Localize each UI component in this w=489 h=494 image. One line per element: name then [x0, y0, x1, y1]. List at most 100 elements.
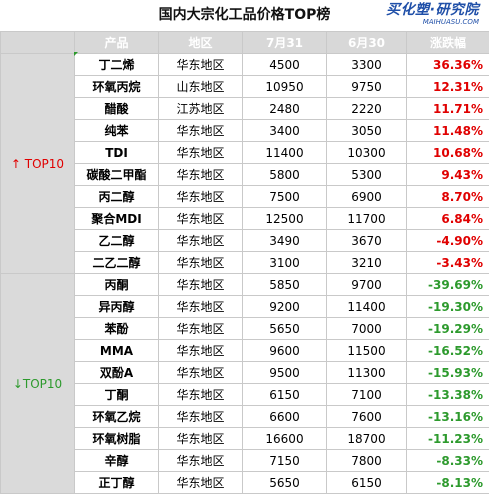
jul31-price-cell: 5850: [243, 274, 327, 296]
region-cell: 华东地区: [159, 208, 243, 230]
product-cell: 双酚A: [75, 362, 159, 384]
header-region: 地区: [159, 32, 243, 54]
product-cell: 乙二醇: [75, 230, 159, 252]
title-bar: 国内大宗化工品价格TOP榜 买化塑·研究院 MAIHUASU.COM: [0, 0, 489, 31]
group-label-text: TOP10: [21, 157, 64, 171]
region-cell: 华东地区: [159, 230, 243, 252]
change-cell: 11.48%: [407, 120, 489, 142]
change-cell: -15.93%: [407, 362, 489, 384]
change-cell: -13.16%: [407, 406, 489, 428]
jun30-price-cell: 9700: [327, 274, 407, 296]
jun30-price-cell: 6900: [327, 186, 407, 208]
jun30-price-cell: 3210: [327, 252, 407, 274]
jul31-price-cell: 5800: [243, 164, 327, 186]
change-cell: -39.69%: [407, 274, 489, 296]
region-cell: 华东地区: [159, 362, 243, 384]
jun30-price-cell: 11700: [327, 208, 407, 230]
jul31-price-cell: 4500: [243, 54, 327, 76]
header-change: 涨跌幅: [407, 32, 489, 54]
change-cell: 10.68%: [407, 142, 489, 164]
jul31-price-cell: 6150: [243, 384, 327, 406]
change-cell: -19.30%: [407, 296, 489, 318]
group-label-top10-up: ↑ TOP10: [1, 54, 75, 274]
brand-logo: 买化塑·研究院 MAIHUASU.COM: [369, 3, 479, 28]
jun30-price-cell: 3050: [327, 120, 407, 142]
region-cell: 华东地区: [159, 142, 243, 164]
header-product: 产品: [75, 32, 159, 54]
price-ranking-sheet: 国内大宗化工品价格TOP榜 买化塑·研究院 MAIHUASU.COM 产品 地区…: [0, 0, 489, 478]
change-cell: 8.70%: [407, 186, 489, 208]
arrow-up-icon: ↑: [11, 157, 21, 171]
region-cell: 华东地区: [159, 120, 243, 142]
jul31-price-cell: 11400: [243, 142, 327, 164]
jun30-price-cell: 11500: [327, 340, 407, 362]
logo-url: MAIHUASU.COM: [369, 18, 479, 26]
jul31-price-cell: 9500: [243, 362, 327, 384]
product-cell: 环氧树脂: [75, 428, 159, 450]
jun30-price-cell: 3670: [327, 230, 407, 252]
jun30-price-cell: 7000: [327, 318, 407, 340]
jul31-price-cell: 6600: [243, 406, 327, 428]
jul31-price-cell: 2480: [243, 98, 327, 120]
region-cell: 山东地区: [159, 76, 243, 98]
product-cell: 丁酮: [75, 384, 159, 406]
header-jul31: 7月31: [243, 32, 327, 54]
region-cell: 华东地区: [159, 186, 243, 208]
change-cell: -3.43%: [407, 252, 489, 274]
jun30-price-cell: 5300: [327, 164, 407, 186]
region-cell: 华东地区: [159, 54, 243, 76]
region-cell: 华东地区: [159, 296, 243, 318]
change-cell: 11.71%: [407, 98, 489, 120]
logo-text: 买化塑·研究院: [369, 3, 479, 18]
product-cell: 丁二烯: [75, 54, 159, 76]
jun30-price-cell: 6150: [327, 472, 407, 494]
region-cell: 华东地区: [159, 384, 243, 406]
product-cell: 环氧丙烷: [75, 76, 159, 98]
product-cell: 环氧乙烷: [75, 406, 159, 428]
change-cell: -4.90%: [407, 230, 489, 252]
jul31-price-cell: 9200: [243, 296, 327, 318]
product-cell: 纯苯: [75, 120, 159, 142]
jun30-price-cell: 11400: [327, 296, 407, 318]
change-cell: 6.84%: [407, 208, 489, 230]
cell-corner-marker: [74, 52, 78, 56]
product-cell: 二乙二醇: [75, 252, 159, 274]
change-cell: 36.36%: [407, 54, 489, 76]
product-cell: 丙酮: [75, 274, 159, 296]
change-cell: -19.29%: [407, 318, 489, 340]
jun30-price-cell: 10300: [327, 142, 407, 164]
table-header-row: 产品 地区 7月31 6月30 涨跌幅: [1, 32, 489, 54]
jul31-price-cell: 16600: [243, 428, 327, 450]
region-cell: 华东地区: [159, 164, 243, 186]
jul31-price-cell: 3400: [243, 120, 327, 142]
header-blank: [1, 32, 75, 54]
product-cell: 醋酸: [75, 98, 159, 120]
change-cell: -13.38%: [407, 384, 489, 406]
product-cell: 碳酸二甲酯: [75, 164, 159, 186]
jun30-price-cell: 7600: [327, 406, 407, 428]
jun30-price-cell: 3300: [327, 54, 407, 76]
change-cell: -8.13%: [407, 472, 489, 494]
region-cell: 华东地区: [159, 340, 243, 362]
change-cell: -8.33%: [407, 450, 489, 472]
region-cell: 华东地区: [159, 472, 243, 494]
change-cell: -11.23%: [407, 428, 489, 450]
jul31-price-cell: 12500: [243, 208, 327, 230]
header-jun30: 6月30: [327, 32, 407, 54]
jul31-price-cell: 5650: [243, 472, 327, 494]
jun30-price-cell: 7800: [327, 450, 407, 472]
jun30-price-cell: 11300: [327, 362, 407, 384]
